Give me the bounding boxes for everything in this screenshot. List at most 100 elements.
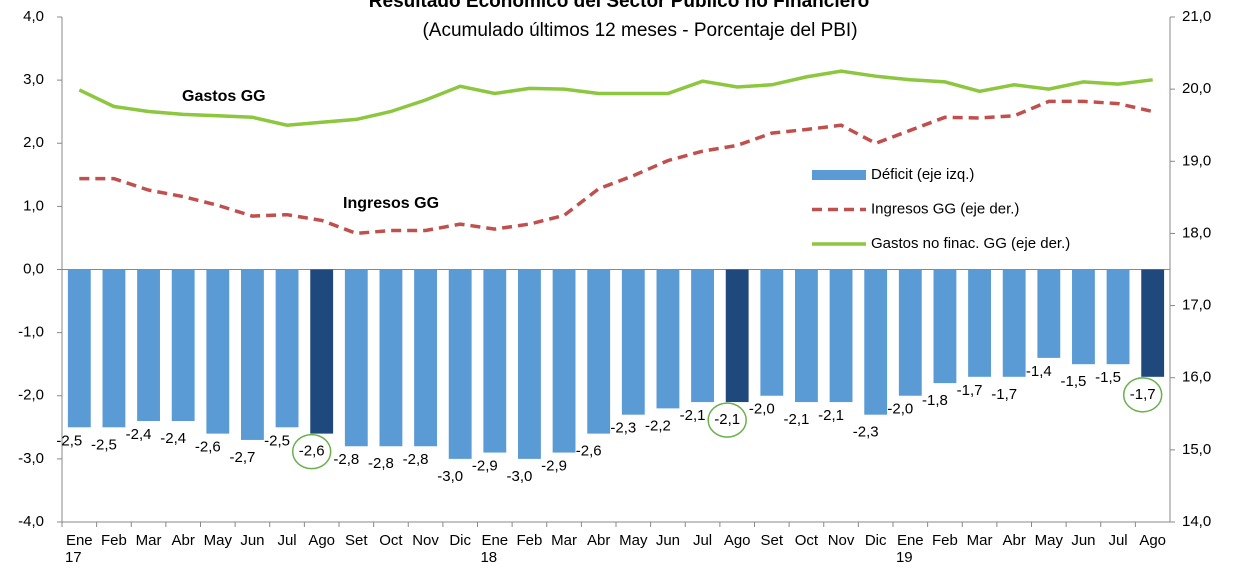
value-label: -2,6 <box>299 443 325 460</box>
x-tick-year: 19 <box>896 549 913 566</box>
x-tick-label: Nov <box>828 532 855 549</box>
value-label: -2,0 <box>749 401 775 418</box>
value-label: -2,5 <box>264 432 290 449</box>
bar <box>102 269 126 428</box>
x-tick-label: Mar <box>136 532 162 549</box>
x-tick-label: Abr <box>1003 532 1026 549</box>
x-tick-label: Jul <box>277 532 296 549</box>
value-label: -2,9 <box>541 458 567 475</box>
x-tick-label: Jul <box>693 532 712 549</box>
x-tick-label: Oct <box>795 532 819 549</box>
x-tick-label: Jun <box>656 532 680 549</box>
bar <box>968 269 991 377</box>
value-label: -2,1 <box>818 407 844 424</box>
bar <box>448 269 472 459</box>
legend-label: Ingresos GG (eje der.) <box>871 200 1019 217</box>
value-label: -2,8 <box>403 451 429 468</box>
legend-label: Déficit (eje izq.) <box>871 166 974 183</box>
x-tick-label: Dic <box>449 532 471 549</box>
bar <box>483 269 507 453</box>
value-label: -2,2 <box>645 417 671 434</box>
x-tick-label: Ago <box>1139 532 1166 549</box>
legend-swatch <box>812 170 866 180</box>
x-tick-label: May <box>619 532 648 549</box>
bar <box>864 269 888 415</box>
y2-tick-label: 15,0 <box>1182 441 1211 458</box>
x-tick-label: Dic <box>865 532 887 549</box>
bar <box>344 269 368 447</box>
bar <box>552 269 576 453</box>
x-tick-label: Jul <box>1108 532 1127 549</box>
y2-tick-label: 16,0 <box>1182 369 1211 386</box>
value-label: -2,8 <box>368 455 394 472</box>
highlight-circle <box>707 402 747 438</box>
highlight-circle <box>1122 377 1163 413</box>
x-tick-label: Feb <box>101 532 127 549</box>
x-tick-label: Oct <box>379 532 403 549</box>
value-label: -2,1 <box>714 411 740 428</box>
x-tick-label: Feb <box>932 532 958 549</box>
x-tick-label: Ago <box>724 532 751 549</box>
value-label: -2,8 <box>333 451 359 468</box>
bar <box>1141 269 1165 377</box>
bar <box>829 269 853 403</box>
y2-tick-label: 19,0 <box>1182 152 1211 169</box>
x-tick-label: Ago <box>308 532 335 549</box>
value-label: -2,1 <box>680 407 706 424</box>
bar <box>241 269 264 440</box>
bar <box>587 269 611 434</box>
value-label: -1,5 <box>1095 369 1121 386</box>
x-tick-label: Jun <box>1071 532 1095 549</box>
bar <box>206 269 230 434</box>
line <box>78 69 1153 127</box>
value-label: -1,7 <box>1130 386 1156 403</box>
y2-tick-label: 20,0 <box>1182 80 1211 97</box>
y2-tick-label: 14,0 <box>1182 513 1211 530</box>
bar <box>795 269 818 403</box>
value-label: -2,3 <box>610 420 636 437</box>
bar <box>67 269 91 428</box>
y-tick-label: 3,0 <box>23 71 44 88</box>
annotation: Gastos GG <box>182 88 266 105</box>
y-tick-label: 1,0 <box>23 197 44 214</box>
bar <box>1072 269 1095 365</box>
line <box>79 99 1154 236</box>
bar <box>656 269 680 409</box>
y-tick-label: 2,0 <box>23 134 44 151</box>
x-tick-label: Jun <box>240 532 264 549</box>
bar <box>621 269 645 415</box>
bar <box>379 269 403 447</box>
y-tick-label: -3,0 <box>18 450 44 467</box>
bar <box>725 269 749 403</box>
highlight-circle <box>291 433 332 470</box>
value-label: -2,9 <box>472 458 498 475</box>
x-tick-label: Nov <box>412 532 439 549</box>
y-tick-label: -4,0 <box>18 513 44 530</box>
bar <box>275 269 299 428</box>
value-label: -1,8 <box>922 392 948 409</box>
value-label: -2,3 <box>853 424 879 441</box>
x-tick-label: Abr <box>587 532 610 549</box>
bar <box>137 269 160 421</box>
value-label: -1,4 <box>1026 363 1052 380</box>
bar <box>933 269 957 384</box>
y2-tick-label: 18,0 <box>1182 224 1211 241</box>
bar <box>1002 269 1026 377</box>
value-label: -3,0 <box>507 468 533 485</box>
chart-subtitle: (Acumulado últimos 12 meses - Porcentaje… <box>422 20 857 41</box>
chart-title: Resultado Económico del Sector Público n… <box>369 0 869 12</box>
value-label: -2,6 <box>576 443 602 460</box>
legend-label: Gastos no finac. GG (eje der.) <box>871 235 1070 252</box>
value-label: -2,7 <box>230 449 256 466</box>
x-tick-year: 17 <box>65 549 82 566</box>
value-label: -2,6 <box>195 439 221 456</box>
bar <box>310 269 334 434</box>
x-tick-label: May <box>1035 532 1064 549</box>
y-tick-label: -1,0 <box>18 324 44 341</box>
x-tick-label: Feb <box>517 532 543 549</box>
bar <box>760 269 784 396</box>
x-tick-year: 18 <box>480 549 497 566</box>
value-label: -2,0 <box>887 401 913 418</box>
value-label: -2,4 <box>126 426 152 443</box>
